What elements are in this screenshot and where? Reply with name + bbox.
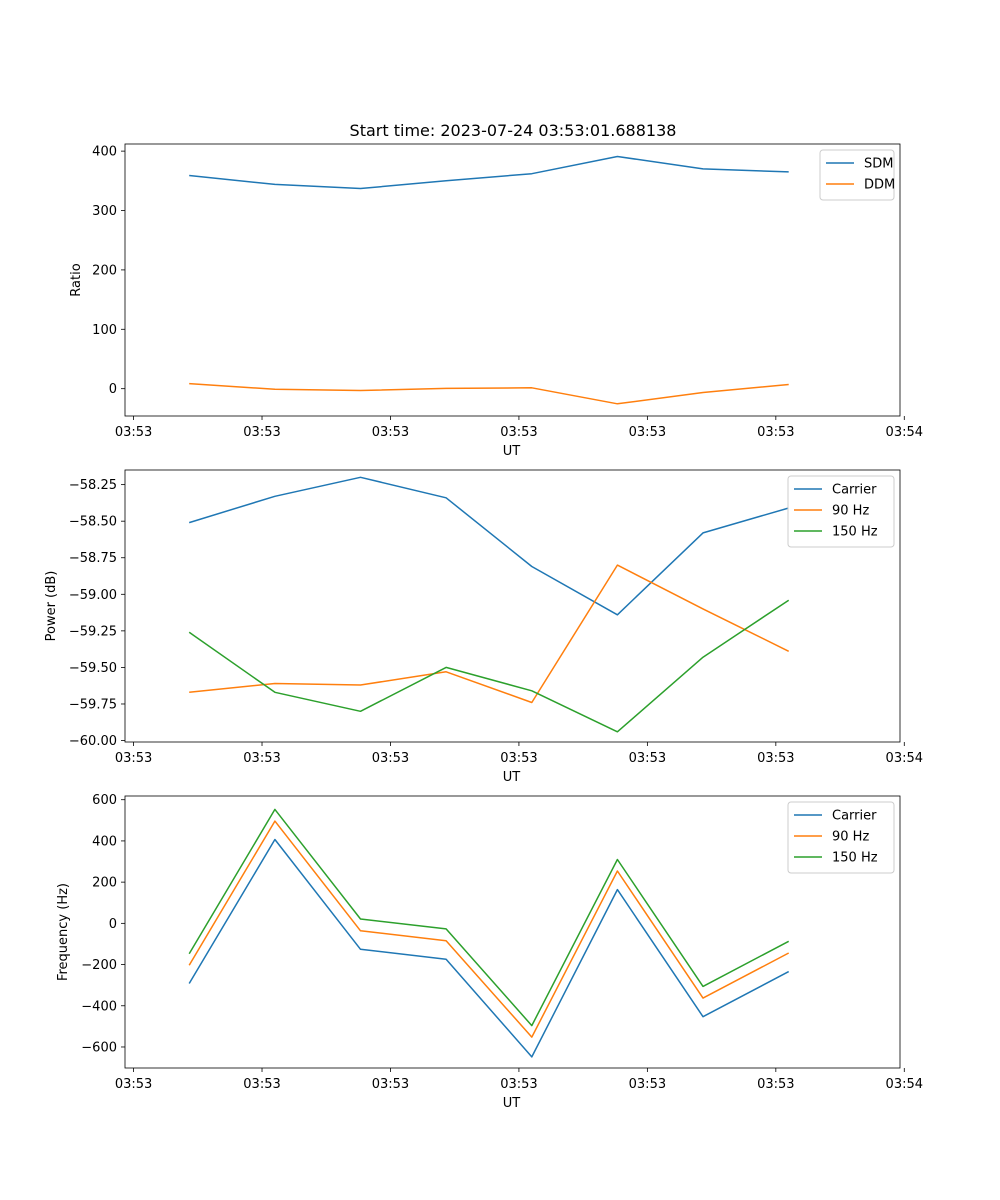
y-tick-label: −60.00 <box>69 734 117 749</box>
x-tick-label: 03:53 <box>372 751 409 766</box>
y-tick-label: 200 <box>92 263 117 278</box>
y-axis-label: Frequency (Hz) <box>56 883 71 981</box>
legend-label: SDM <box>864 157 893 172</box>
x-tick-label: 03:53 <box>372 1077 409 1092</box>
y-tick-label: −58.75 <box>69 551 117 566</box>
series-line-90-hz <box>189 564 790 704</box>
legend-box <box>787 801 895 874</box>
subplot-3: 03:53 03:53 03:53 03:53 03:53 03:53 03:54 600 40… <box>56 793 923 1111</box>
legend: Carrier 90 Hz 150 Hz <box>787 801 895 874</box>
y-axis-label: Ratio <box>69 263 84 296</box>
y-tick-label: 400 <box>92 834 117 849</box>
x-axis-label: UT <box>503 1096 521 1111</box>
x-tick-label: 03:53 <box>757 1077 794 1092</box>
x-tick-label: 03:53 <box>115 425 152 440</box>
x-tick-label: 03:54 <box>886 1077 923 1092</box>
x-tick-label: 03:53 <box>372 425 409 440</box>
legend-label: DDM <box>864 178 895 193</box>
x-tick-label: 03:53 <box>243 425 280 440</box>
y-tick-label: −59.50 <box>69 661 117 676</box>
y-tick-label: −58.25 <box>69 478 117 493</box>
subplots: 03:53 03:53 03:53 03:53 03:53 03:53 03:54 0 100 2… <box>44 143 923 1111</box>
y-tick-label: 400 <box>92 145 117 160</box>
x-axis-label: UT <box>503 444 521 459</box>
legend: Carrier 90 Hz 150 Hz <box>787 475 895 548</box>
y-tick-label: 300 <box>92 204 117 219</box>
series-line-150-hz <box>188 599 790 733</box>
y-axis-label: Power (dB) <box>44 571 59 642</box>
y-tick-label: 600 <box>92 793 117 808</box>
x-tick-label: 03:53 <box>243 751 280 766</box>
series-line-ddm <box>189 382 789 405</box>
x-tick-label: 03:54 <box>886 425 923 440</box>
legend-label: 90 Hz <box>832 504 869 519</box>
x-tick-label: 03:53 <box>500 425 537 440</box>
x-tick-label: 03:53 <box>629 751 666 766</box>
chart-title: Start time: 2023-07-24 03:53:01.688138 <box>350 121 677 140</box>
legend-label: Carrier <box>832 483 877 498</box>
x-tick-label: 03:53 <box>757 425 794 440</box>
x-tick-label: 03:54 <box>886 751 923 766</box>
x-tick-label: 03:53 <box>629 425 666 440</box>
legend-label: 150 Hz <box>832 851 878 866</box>
y-tick-label: −59.75 <box>69 697 117 712</box>
x-tick-label: 03:53 <box>500 1077 537 1092</box>
x-tick-label: 03:53 <box>629 1077 666 1092</box>
legend: SDM DDM <box>819 149 895 201</box>
axes-frame <box>124 469 901 743</box>
x-axis-label: UT <box>503 770 521 785</box>
subplot-1: 03:53 03:53 03:53 03:53 03:53 03:53 03:54 0 100 2… <box>69 143 923 459</box>
series-line-sdm <box>189 155 789 190</box>
axes-frame <box>124 795 901 1069</box>
series-line-carrier <box>188 476 789 616</box>
series-line-carrier <box>188 838 790 1058</box>
legend-label: 150 Hz <box>832 525 878 540</box>
y-tick-label: −58.50 <box>69 515 117 530</box>
legend-label: 90 Hz <box>832 830 869 845</box>
y-tick-label: −200 <box>81 958 117 973</box>
y-tick-label: 100 <box>92 323 117 338</box>
axes-frame <box>124 143 901 417</box>
y-tick-label: −400 <box>81 999 117 1014</box>
y-tick-label: 0 <box>109 382 117 397</box>
x-tick-label: 03:53 <box>115 1077 152 1092</box>
y-tick-label: −59.25 <box>69 624 117 639</box>
legend-label: Carrier <box>832 809 877 824</box>
x-tick-label: 03:53 <box>500 751 537 766</box>
legend-box <box>787 475 895 548</box>
x-tick-label: 03:53 <box>115 751 152 766</box>
series-line-90-hz <box>188 820 790 1038</box>
y-tick-label: −59.00 <box>69 588 117 603</box>
x-tick-label: 03:53 <box>243 1077 280 1092</box>
series-line-150-hz <box>188 808 790 1027</box>
y-tick-label: −600 <box>81 1040 117 1055</box>
x-tick-label: 03:53 <box>757 751 794 766</box>
y-tick-label: 0 <box>109 917 117 932</box>
y-tick-label: 200 <box>92 876 117 891</box>
subplot-2: 03:53 03:53 03:53 03:53 03:53 03:53 03:54 −58.2… <box>44 469 923 785</box>
